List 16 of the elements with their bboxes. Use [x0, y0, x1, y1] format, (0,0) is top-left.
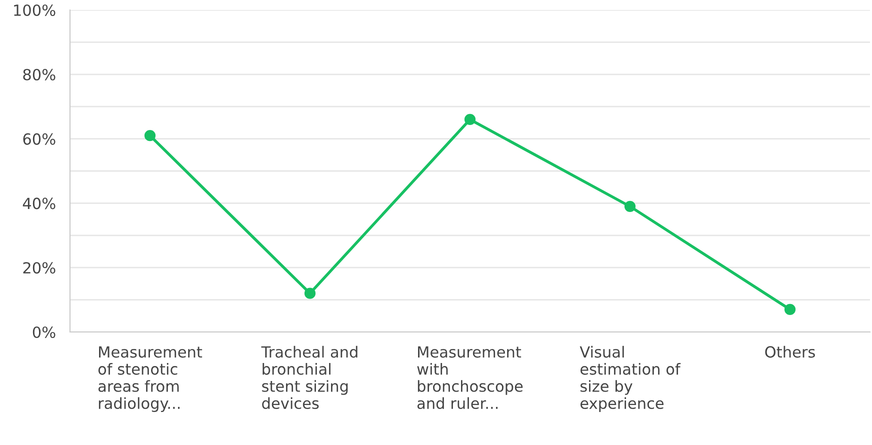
y-tick-label: 40%	[22, 198, 56, 210]
y-tick-label: 100%	[14, 4, 56, 16]
x-tick-label: Others	[765, 346, 815, 358]
y-tick-label: 60%	[23, 133, 56, 145]
x-tick-label: Tracheal and bronchial stent sizing devices	[261, 346, 358, 410]
point	[304, 288, 316, 299]
x-tick-label: Measurement with bronchoscope and ruler...	[417, 346, 523, 410]
y-tick-label: 0%	[32, 326, 56, 338]
x-tick-label: Measurement of stenotic areas from radiology...	[98, 346, 202, 412]
y-tick-label: 80%	[23, 68, 56, 80]
point	[144, 130, 156, 142]
point	[624, 200, 636, 212]
point	[464, 114, 476, 126]
point	[784, 304, 796, 316]
x-tick-label: Visual estimation of size by experience	[580, 346, 681, 412]
y-tick-label: 20%	[23, 262, 56, 274]
